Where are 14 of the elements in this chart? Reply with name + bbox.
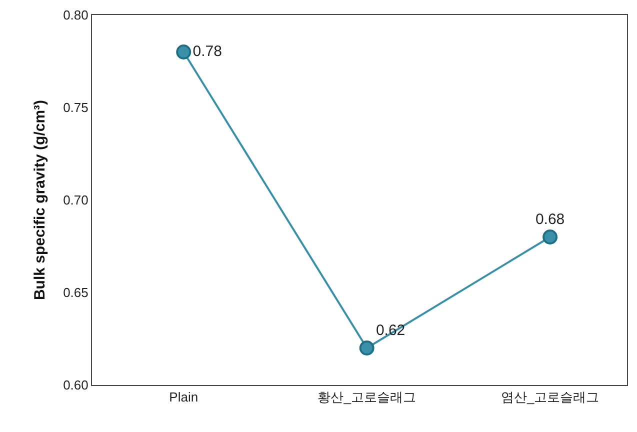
y-tick-label: 0.60 — [63, 378, 88, 393]
y-axis-title: Bulk specific gravity (g/cm³) — [31, 100, 48, 300]
y-tick-label: 0.65 — [63, 285, 88, 300]
point — [359, 340, 374, 356]
y-tick-label: 0.75 — [63, 100, 88, 116]
x-tick-label: 황산_고로슬래그 — [318, 390, 416, 405]
y-tick-label: 0.80 — [63, 8, 88, 23]
x-tick-label: 염산_고로슬래그 — [500, 390, 600, 405]
x-tick-label: Plain — [169, 390, 198, 405]
point — [542, 230, 558, 244]
data-label: 0.68 — [535, 211, 565, 228]
data-label: 0.78 — [192, 42, 222, 60]
point — [176, 44, 192, 60]
y-tick-label: 0.70 — [63, 192, 88, 208]
